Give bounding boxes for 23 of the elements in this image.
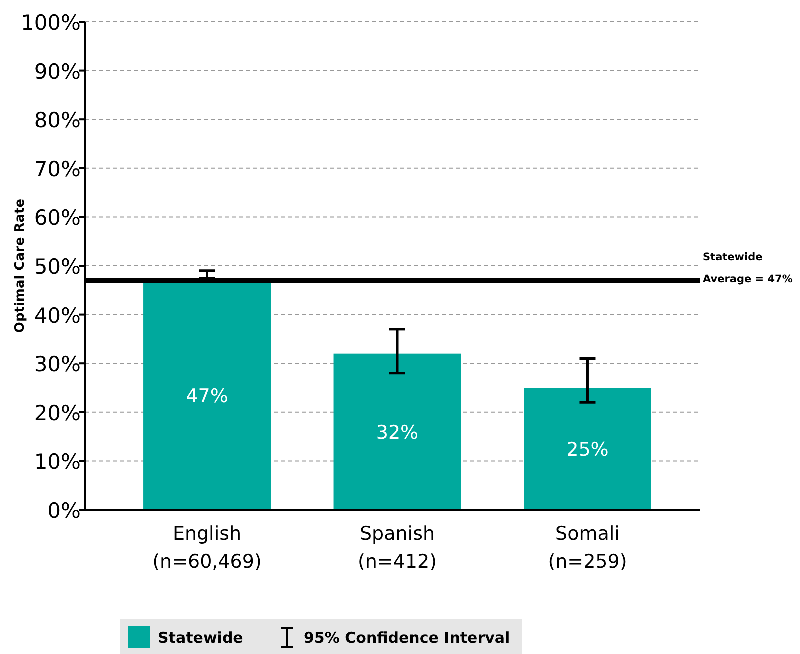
y-tick-label: 20%	[34, 401, 81, 426]
data-label: 25%	[566, 439, 609, 461]
y-tick-label: 100%	[20, 11, 81, 35]
y-tick-label: 70%	[34, 157, 81, 182]
y-tick-label: 0%	[48, 499, 81, 523]
y-tick-label: 90%	[34, 60, 81, 84]
y-tick-label: 30%	[34, 352, 81, 377]
x-tick-label: English (n=60,469)	[152, 523, 262, 573]
y-tick-label: 60%	[34, 206, 81, 230]
bar	[334, 354, 462, 510]
x-tick-label: Somali (n=259)	[548, 523, 628, 573]
ref-line-label: Statewide Average = 47%	[703, 252, 794, 286]
data-label: 32%	[376, 422, 419, 444]
x-tick-label: Spanish (n=412)	[358, 523, 438, 573]
bar	[524, 388, 652, 510]
y-tick-label: 50%	[34, 255, 81, 279]
legend-label: Statewide	[158, 629, 244, 647]
y-tick-label: 10%	[34, 450, 81, 474]
data-label: 47%	[186, 385, 228, 408]
text: 95% Confidence Interval	[304, 629, 510, 647]
y-axis-title: Optimal Care Rate	[13, 198, 28, 334]
y-tick-label: 40%	[34, 304, 81, 328]
y-tick-label: 80%	[34, 108, 81, 133]
